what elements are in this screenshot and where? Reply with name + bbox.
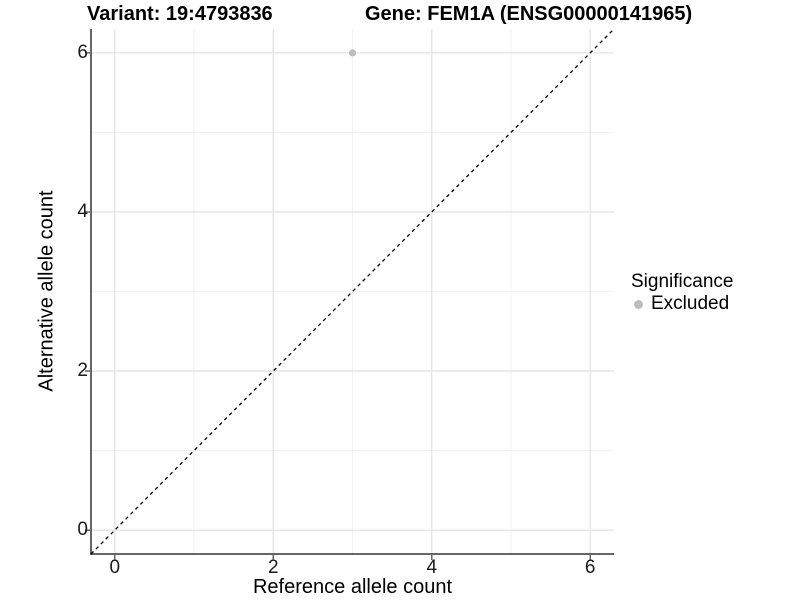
legend-title: Significance <box>631 271 734 292</box>
plot-title-gene: Gene: FEM1A (ENSG00000141965) <box>365 3 693 25</box>
x-tick-label: 0 <box>109 557 121 578</box>
y-axis-title: Alternative allele count <box>35 190 58 392</box>
x-tick-label: 2 <box>267 557 279 578</box>
y-tick-label: 4 <box>77 200 88 222</box>
y-tick-label: 6 <box>77 41 88 63</box>
y-tick-label: 2 <box>77 360 88 382</box>
y-tick-label: 0 <box>77 519 88 541</box>
legend-point-icon <box>634 299 643 309</box>
x-tick-label: 6 <box>584 557 596 578</box>
plot-title-variant: Variant: 19:4793836 <box>87 3 273 25</box>
data-point-excluded <box>348 49 357 57</box>
legend-item-excluded: Excluded <box>630 293 733 315</box>
legend: Significance Excluded <box>630 271 733 315</box>
identity-reference-line <box>90 28 615 555</box>
legend-item-label: Excluded <box>651 293 730 314</box>
x-axis-title: Reference allele count <box>252 576 452 598</box>
legend-items: Excluded <box>630 293 733 315</box>
x-tick-label: 4 <box>426 557 438 578</box>
